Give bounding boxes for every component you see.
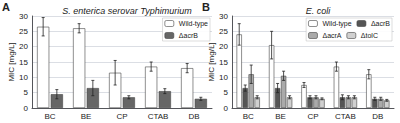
svg-text:BC: BC (44, 112, 55, 121)
svg-text:15: 15 (219, 58, 228, 67)
svg-text:ΔtolC: ΔtolC (361, 32, 378, 39)
svg-text:CTAB: CTAB (148, 112, 169, 121)
svg-text:0: 0 (224, 104, 229, 113)
svg-text:BC: BC (243, 112, 254, 121)
svg-text:E. coli: E. coli (306, 6, 332, 16)
svg-text:A: A (2, 1, 10, 13)
svg-text:20: 20 (19, 42, 28, 51)
svg-text:20: 20 (219, 42, 228, 51)
svg-text:ΔacrB: ΔacrB (179, 32, 198, 39)
svg-text:DB: DB (372, 112, 383, 121)
svg-text:MIC [mg/L]: MIC [mg/L] (7, 42, 16, 81)
svg-text:25: 25 (219, 27, 228, 36)
svg-text:5: 5 (224, 88, 229, 97)
svg-text:10: 10 (219, 73, 228, 82)
svg-text:5: 5 (24, 88, 29, 97)
svg-text:MIC [mg/L]: MIC [mg/L] (207, 42, 216, 81)
svg-text:BE: BE (81, 112, 92, 121)
svg-text:CP: CP (116, 112, 127, 121)
svg-text:CTAB: CTAB (335, 112, 356, 121)
svg-text:S. enterica serovar Typhimuriu: S. enterica serovar Typhimurium (62, 6, 192, 16)
svg-text:B: B (202, 1, 210, 13)
svg-text:Wild-type: Wild-type (179, 20, 208, 28)
svg-text:Wild-type: Wild-type (322, 20, 351, 28)
svg-text:25: 25 (19, 27, 28, 36)
svg-text:DB: DB (188, 112, 199, 121)
svg-text:10: 10 (19, 73, 28, 82)
svg-text:CP: CP (307, 112, 318, 121)
svg-text:ΔacrA: ΔacrA (322, 32, 341, 39)
svg-text:ΔacrB: ΔacrB (371, 20, 390, 27)
svg-text:0: 0 (24, 104, 29, 113)
svg-text:BE: BE (275, 112, 286, 121)
svg-text:30: 30 (19, 12, 28, 21)
svg-text:15: 15 (19, 58, 28, 67)
svg-text:30: 30 (219, 12, 228, 21)
